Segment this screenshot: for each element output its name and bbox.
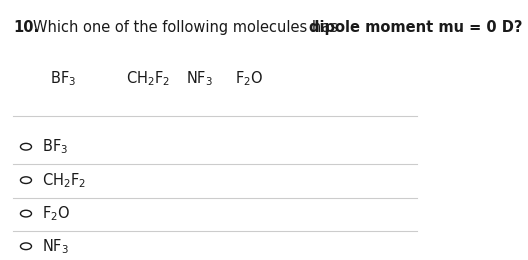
Text: dipole moment mu = 0 D?: dipole moment mu = 0 D? — [309, 20, 523, 35]
Text: $\mathregular{BF_3}$: $\mathregular{BF_3}$ — [50, 69, 77, 88]
Text: Which one of the following molecules has: Which one of the following molecules has — [33, 20, 343, 35]
Text: $\mathregular{F_2O}$: $\mathregular{F_2O}$ — [234, 69, 263, 88]
Text: $\mathregular{F_2O}$: $\mathregular{F_2O}$ — [42, 204, 70, 223]
Text: $\mathregular{CH_2F_2}$: $\mathregular{CH_2F_2}$ — [42, 171, 86, 190]
Text: $\mathregular{NF_3}$: $\mathregular{NF_3}$ — [42, 237, 69, 256]
Text: $\mathregular{BF_3}$: $\mathregular{BF_3}$ — [42, 137, 68, 156]
Text: $\mathregular{CH_2F_2}$: $\mathregular{CH_2F_2}$ — [126, 69, 171, 88]
Text: $\mathregular{NF_3}$: $\mathregular{NF_3}$ — [186, 69, 213, 88]
Text: 10.: 10. — [13, 20, 40, 35]
